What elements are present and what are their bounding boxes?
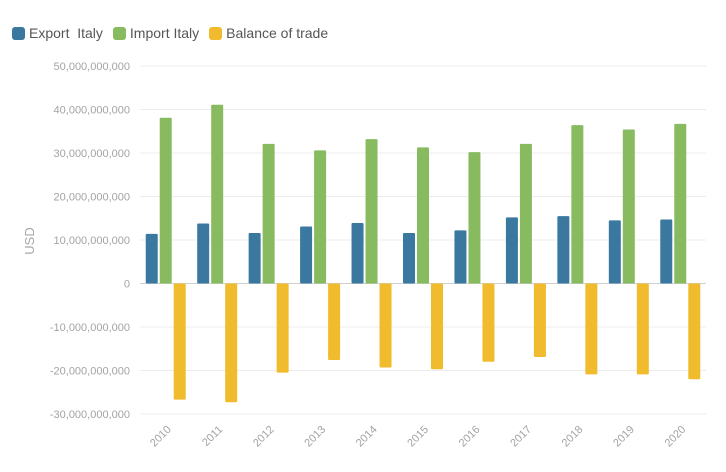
bar-import-italy-2010 xyxy=(159,117,172,284)
bar-balance-of-trade-2010 xyxy=(173,283,186,400)
y-tick-label: 30,000,000,000 xyxy=(54,148,130,160)
bar-balance-of-trade-2014 xyxy=(379,283,392,368)
legend-label-balance: Balance of trade xyxy=(226,25,329,41)
bar-balance-of-trade-2018 xyxy=(585,283,598,375)
x-axis-ticks: 2010 2011 2012 2013 2014 2015 2016 2017 2018 2019… xyxy=(148,424,688,450)
y-tick-label: 50,000,000,000 xyxy=(54,61,130,73)
legend-item-export[interactable]: Export Italy xyxy=(12,25,103,41)
bar-balance-of-trade-2020 xyxy=(688,283,701,380)
legend-swatch-import xyxy=(112,26,126,40)
bar-balance-of-trade-2017 xyxy=(533,283,546,358)
x-tick-label: 2016 xyxy=(457,424,483,450)
y-tick-label: 10,000,000,000 xyxy=(54,235,130,247)
y-tick-label: 40,000,000,000 xyxy=(54,105,130,117)
x-tick-label: 2017 xyxy=(508,424,534,450)
x-tick-label: 2013 xyxy=(302,424,328,450)
y-tick-label: -10,000,000,000 xyxy=(50,322,130,334)
bar-import-italy-2013 xyxy=(314,150,327,284)
bars xyxy=(145,104,701,403)
legend-label-import: Import Italy xyxy=(129,25,200,41)
bar-balance-of-trade-2016 xyxy=(482,283,495,362)
bar-export-italy-2016 xyxy=(454,230,467,284)
x-tick-label: 2011 xyxy=(200,424,225,449)
x-tick-label: 2020 xyxy=(663,424,689,450)
x-tick-label: 2012 xyxy=(251,424,277,450)
bar-export-italy-2013 xyxy=(300,226,313,284)
y-axis-ticks: 50,000,000,000 40,000,000,000 30,000,000,0… xyxy=(50,61,130,421)
bar-import-italy-2019 xyxy=(622,129,635,284)
x-tick-label: 2015 xyxy=(405,424,431,450)
y-tick-label: -20,000,000,000 xyxy=(50,366,130,378)
x-tick-label: 2014 xyxy=(354,424,380,450)
bar-export-italy-2018 xyxy=(557,216,570,284)
y-axis-title: USD xyxy=(22,227,37,254)
x-tick-label: 2018 xyxy=(560,424,586,450)
bar-export-italy-2015 xyxy=(403,233,415,284)
bar-export-italy-2017 xyxy=(505,217,518,284)
bar-export-italy-2019 xyxy=(608,220,621,284)
bar-export-italy-2012 xyxy=(248,233,261,284)
bar-import-italy-2020 xyxy=(674,123,687,284)
bar-import-italy-2016 xyxy=(468,152,481,284)
legend-label-export: Export Italy xyxy=(29,25,103,41)
bar-balance-of-trade-2015 xyxy=(431,283,443,370)
x-tick-label: 2019 xyxy=(611,424,637,450)
bar-import-italy-2012 xyxy=(262,143,275,284)
y-tick-label: 0 xyxy=(124,279,130,291)
legend-item-balance[interactable]: Balance of trade xyxy=(209,25,328,41)
x-tick-label: 2010 xyxy=(148,424,174,450)
bar-balance-of-trade-2013 xyxy=(328,283,341,361)
y-tick-label: 20,000,000,000 xyxy=(54,192,130,204)
legend-swatch-export xyxy=(12,26,25,40)
bar-export-italy-2020 xyxy=(660,219,673,284)
bar-import-italy-2018 xyxy=(571,125,584,284)
bar-balance-of-trade-2019 xyxy=(636,283,649,375)
bar-export-italy-2014 xyxy=(351,223,364,284)
bar-export-italy-2010 xyxy=(145,233,158,284)
legend-item-import[interactable]: Import Italy xyxy=(112,25,200,41)
bar-export-italy-2011 xyxy=(197,223,210,284)
bar-balance-of-trade-2012 xyxy=(276,283,289,373)
legend-swatch-balance xyxy=(209,26,223,40)
y-tick-label: -30,000,000,000 xyxy=(50,409,130,421)
bar-import-italy-2014 xyxy=(365,139,378,284)
chart-legend: Export Italy Import Italy Balance of tra… xyxy=(12,22,338,44)
bar-import-italy-2011 xyxy=(211,104,224,284)
bar-import-italy-2017 xyxy=(519,143,532,284)
bar-import-italy-2015 xyxy=(417,147,429,284)
bar-balance-of-trade-2011 xyxy=(225,283,238,403)
